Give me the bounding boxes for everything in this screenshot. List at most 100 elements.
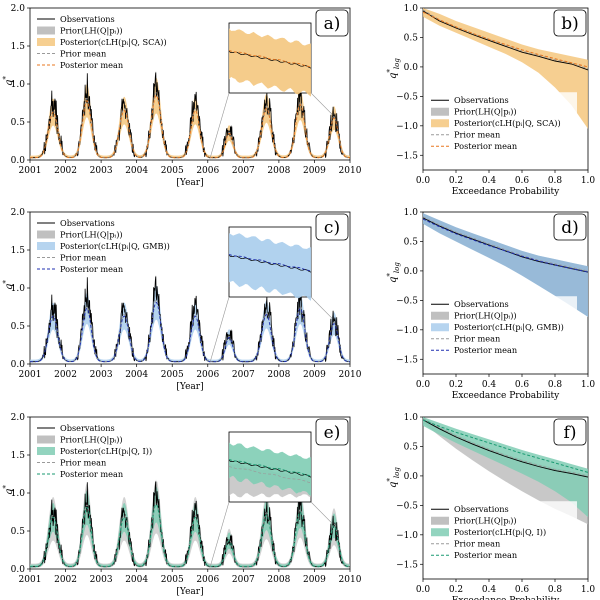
panel-letter-box bbox=[315, 9, 349, 37]
y-axis-label: q*log bbox=[386, 467, 401, 488]
y-tick-label: 0.0 bbox=[11, 360, 26, 370]
x-tick-label: 2009 bbox=[303, 575, 326, 585]
y-tick-label: 0.5 bbox=[11, 322, 26, 332]
y-axis-label: q* bbox=[2, 485, 15, 495]
panel-letter: b) bbox=[561, 14, 579, 34]
legend-label: Posterior(cLH(pᵢ|Q, GMB)) bbox=[60, 241, 170, 251]
legend-label: Prior mean bbox=[60, 49, 107, 59]
legend-label: Prior(LH(Q|pᵢ)) bbox=[454, 311, 517, 321]
legend-label: Prior mean bbox=[60, 458, 107, 468]
posterior-band bbox=[423, 8, 588, 129]
legend-label: Posterior mean bbox=[454, 550, 518, 560]
prior-band bbox=[30, 479, 350, 568]
legend-swatch bbox=[37, 230, 55, 239]
y-tick-label: −0.5 bbox=[396, 501, 418, 511]
x-tick-label: 2001 bbox=[19, 575, 42, 585]
panel-letter-box bbox=[315, 213, 349, 241]
panel-letter: c) bbox=[324, 218, 340, 238]
inset-posterior-band bbox=[229, 28, 311, 97]
x-tick-label: 2001 bbox=[19, 166, 42, 176]
y-tick-label: −0.5 bbox=[396, 296, 418, 306]
x-tick-label: 0.2 bbox=[449, 380, 463, 390]
y-axis-label: q*log bbox=[386, 262, 401, 283]
legend-label: Observations bbox=[454, 504, 509, 514]
panel-e: 0.0 0.5 1.0 1.5 2.0 2001 2002 2003 2004 2005 2006 2… bbox=[2, 413, 362, 597]
prior-mean-line bbox=[422, 418, 589, 477]
y-tick-label: 0.0 bbox=[404, 63, 419, 73]
x-tick-label: 0.6 bbox=[515, 176, 530, 186]
y-tick-label: 0.5 bbox=[11, 118, 26, 128]
legend-swatch bbox=[431, 107, 449, 116]
y-tick-label: 2.0 bbox=[11, 4, 26, 14]
y-axis-label-sub: log bbox=[393, 58, 401, 69]
posterior-mean-line bbox=[30, 301, 350, 363]
y-tick-label: 0.0 bbox=[404, 472, 419, 482]
y-axis-label-sup: * bbox=[2, 485, 10, 489]
panel-letter-box bbox=[553, 213, 587, 241]
x-tick-label: 0.2 bbox=[449, 176, 463, 186]
x-tick-label: 2005 bbox=[161, 370, 184, 380]
panel-c: 0.0 0.5 1.0 1.5 2.0 2001 2002 2003 2004 2005 2006 2… bbox=[2, 208, 362, 392]
y-axis-label-sup: * bbox=[2, 76, 10, 80]
x-tick-label: 0.6 bbox=[515, 380, 530, 390]
legend-box bbox=[33, 11, 181, 73]
y-tick-label: 1.5 bbox=[11, 42, 26, 52]
legend-swatch bbox=[37, 38, 55, 46]
x-tick-label: 2008 bbox=[267, 166, 290, 176]
y-axis-label: q* bbox=[2, 280, 15, 290]
x-tick-label: 0.0 bbox=[416, 585, 431, 595]
inset-posterior-mean-line bbox=[228, 253, 312, 271]
inset-connector bbox=[209, 296, 230, 365]
y-tick-label: 2.0 bbox=[11, 413, 26, 423]
y-tick-label: 0.5 bbox=[11, 527, 26, 537]
x-tick-label: 0.4 bbox=[482, 585, 497, 595]
legend-label: Observations bbox=[60, 218, 115, 228]
legend-swatch bbox=[431, 323, 449, 332]
x-tick-label: 0.0 bbox=[416, 380, 431, 390]
y-axis-label: q*log bbox=[386, 58, 401, 79]
y-tick-label: 0.0 bbox=[11, 565, 26, 575]
y-tick-label: 1.0 bbox=[11, 80, 26, 90]
inset-posterior-mean-line bbox=[228, 458, 312, 476]
legend: Observations Prior(LH(Q|pᵢ))Posterior(cLH… bbox=[33, 420, 181, 482]
x-axis-label: [Year] bbox=[176, 587, 203, 597]
inset-observations-line bbox=[228, 51, 312, 69]
legend-label: Posterior(cLH(pᵢ|Q, SCA)) bbox=[454, 118, 561, 128]
legend-label: Posterior mean bbox=[454, 345, 518, 355]
legend-label: Posterior mean bbox=[60, 60, 124, 70]
legend-swatch bbox=[431, 516, 449, 525]
x-tick-label: 2005 bbox=[161, 166, 184, 176]
y-tick-label: 0.5 bbox=[404, 237, 419, 247]
legend-swatch bbox=[37, 447, 55, 455]
legend-label: Posterior(cLH(pᵢ|Q, I)) bbox=[454, 527, 546, 537]
y-tick-label: −1.5 bbox=[396, 151, 418, 161]
x-tick-label: 2005 bbox=[161, 575, 184, 585]
legend-swatch bbox=[431, 311, 449, 320]
panel-f: 1.0 0.5 0.0 −0.5 −1.0 −1.5 0.0 0.2 0.4 0.6 0.8 1.0 E… bbox=[386, 413, 595, 600]
legend-label: Prior(LH(Q|pᵢ)) bbox=[60, 435, 123, 445]
x-tick-label: 0.8 bbox=[548, 380, 563, 390]
panel-d: 1.0 0.5 0.0 −0.5 −1.0 −1.5 0.0 0.2 0.4 0.6 0.8 1.0 E… bbox=[386, 208, 595, 401]
legend-label: Observations bbox=[454, 95, 509, 105]
panel-letter-box bbox=[553, 9, 587, 37]
inset-observations-line bbox=[228, 255, 312, 273]
x-tick-label: 0.4 bbox=[482, 380, 497, 390]
y-tick-label: 1.5 bbox=[11, 451, 26, 461]
prior-mean-line bbox=[422, 216, 589, 272]
legend-swatch bbox=[37, 435, 55, 444]
x-tick-label: 2008 bbox=[267, 370, 290, 380]
overlap-band bbox=[423, 213, 588, 317]
x-tick-label: 2002 bbox=[54, 575, 77, 585]
y-tick-label: 1.0 bbox=[404, 413, 419, 423]
legend-label: Prior mean bbox=[60, 253, 107, 263]
legend-label: Prior(LH(Q|pᵢ)) bbox=[454, 107, 517, 117]
x-tick-label: 2010 bbox=[339, 166, 362, 176]
posterior-band bbox=[423, 213, 588, 317]
inset-connector bbox=[209, 92, 230, 161]
prior-mean-line bbox=[30, 299, 350, 362]
x-tick-label: 0.8 bbox=[548, 176, 563, 186]
x-axis-label: Exceedance Probability bbox=[452, 187, 560, 197]
y-axis-label-sup: * bbox=[386, 69, 394, 73]
x-tick-label: 2003 bbox=[90, 575, 113, 585]
y-tick-label: 0.5 bbox=[404, 33, 419, 43]
